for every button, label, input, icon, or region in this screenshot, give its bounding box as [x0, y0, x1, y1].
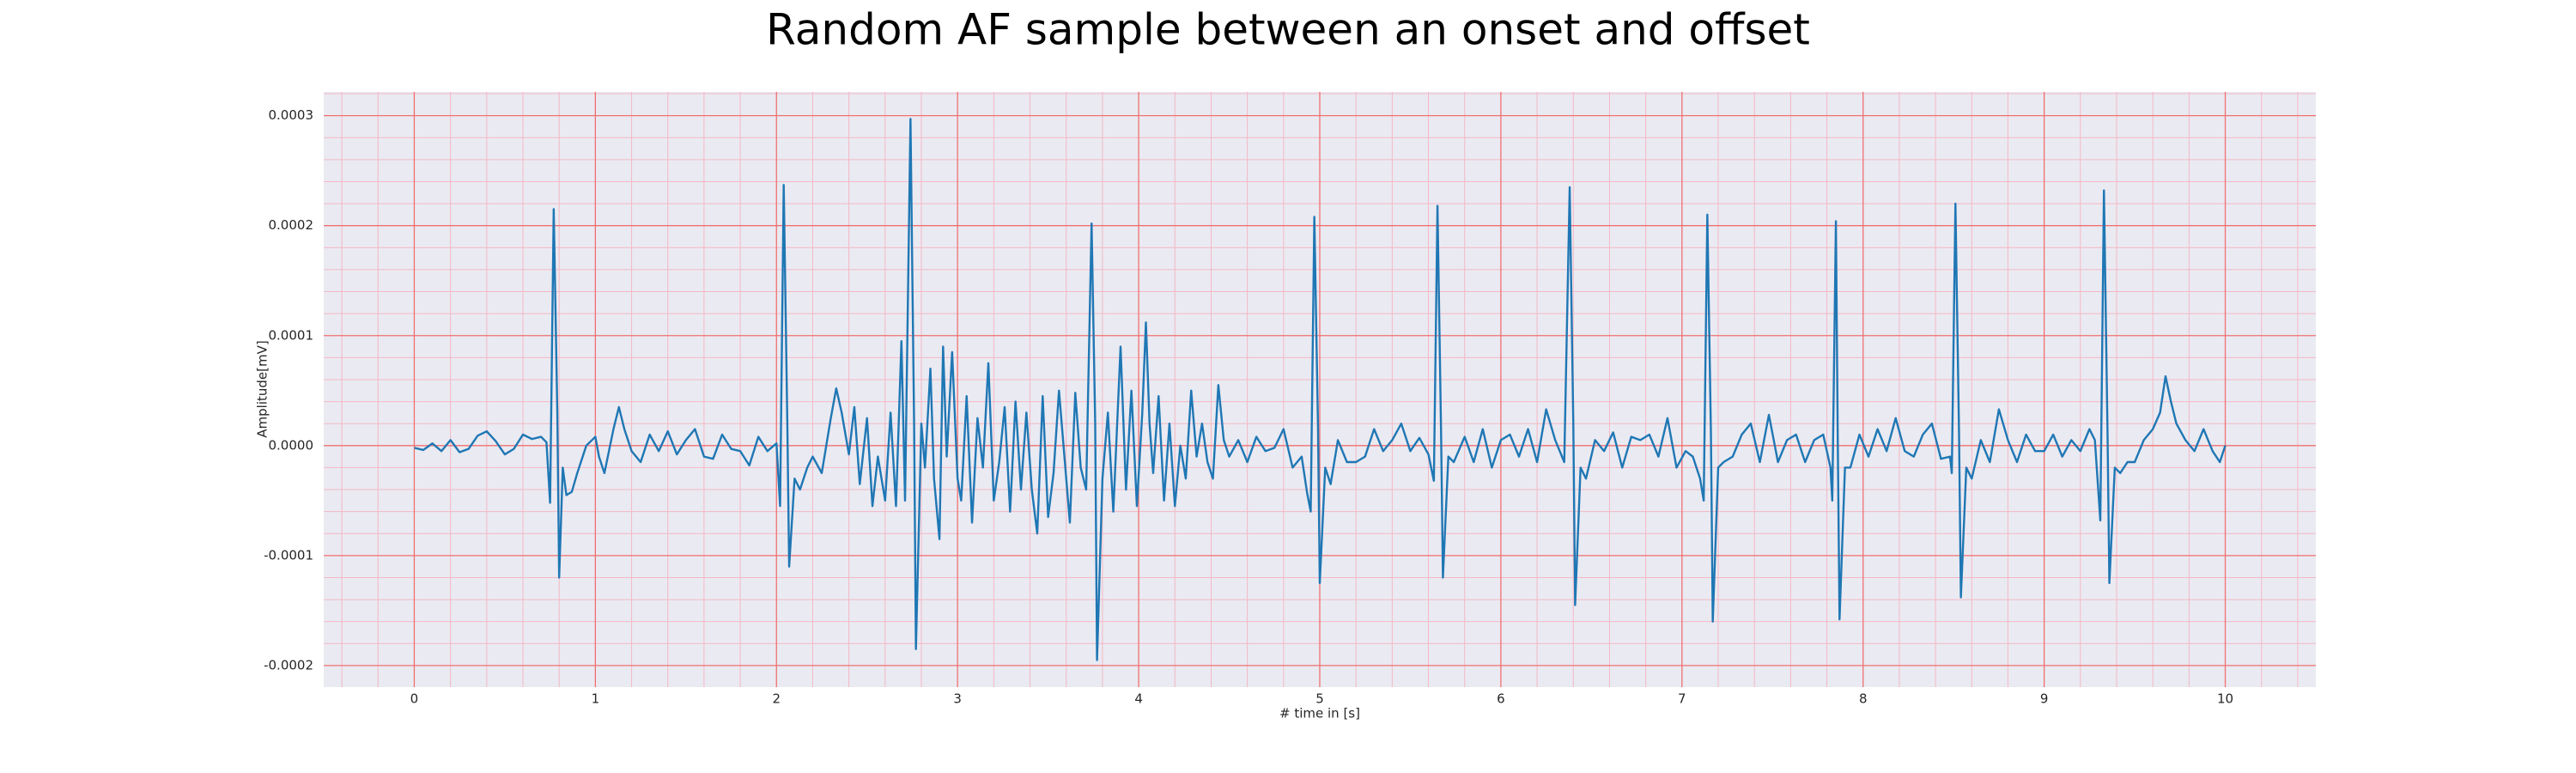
y-tick-label: -0.0001 — [264, 547, 313, 563]
y-tick-label: 0.0000 — [269, 437, 314, 453]
x-axis-label: # time in [s] — [1279, 706, 1360, 721]
major-grid — [324, 92, 2316, 687]
x-tick-label: 4 — [1134, 691, 1143, 707]
signal-line — [414, 118, 2227, 661]
x-tick-label: 1 — [592, 691, 600, 707]
x-tick-label: 7 — [1678, 691, 1686, 707]
x-tick-label: 8 — [1859, 691, 1868, 707]
x-tick-label: 6 — [1497, 691, 1505, 707]
y-tick-label: 0.0002 — [269, 217, 314, 233]
x-tick-label: 5 — [1315, 691, 1324, 707]
x-tick-label: 10 — [2217, 691, 2233, 707]
y-tick-label: 0.0001 — [269, 327, 314, 343]
y-tick-label: -0.0002 — [264, 657, 313, 673]
x-tick-label: 3 — [953, 691, 962, 707]
series — [414, 118, 2227, 661]
ticks: 0 1 2 3 4 5 6 7 8 9 10 -0.0002 -0.0001 0.0000 0.0001 0.… — [264, 107, 2233, 706]
y-tick-label: 0.0003 — [269, 107, 314, 123]
chart-title: Random AF sample between an onset and of… — [766, 5, 1810, 55]
x-tick-label: 0 — [410, 691, 419, 707]
x-tick-label: 9 — [2040, 691, 2049, 707]
x-tick-label: 2 — [772, 691, 781, 707]
y-axis-label: Amplitude[mV] — [255, 340, 270, 437]
